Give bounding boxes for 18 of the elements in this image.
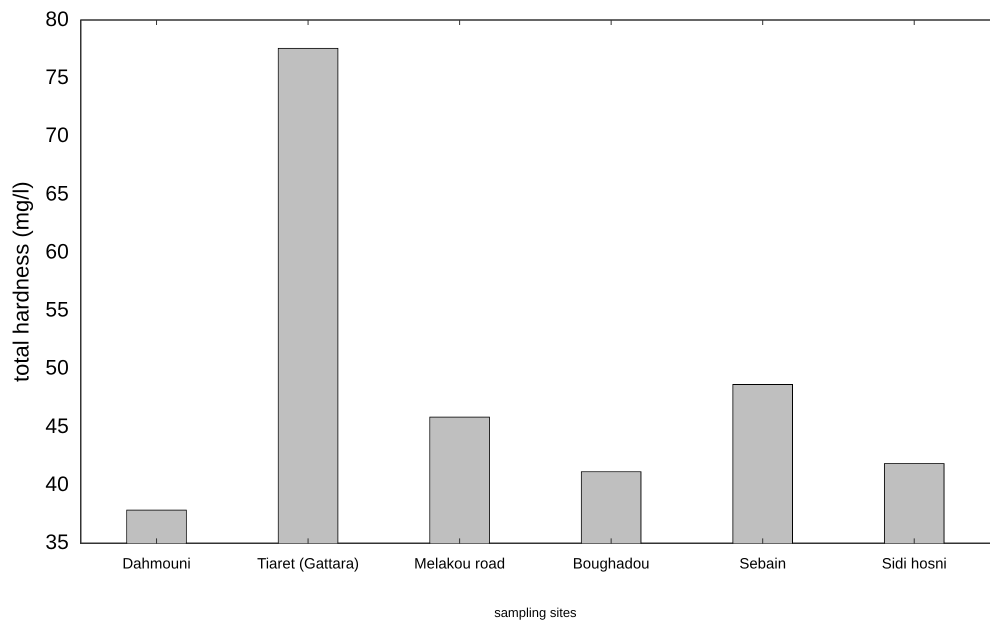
y-tick-label: 50: [45, 356, 69, 380]
y-tick-label: 55: [45, 298, 69, 322]
x-tick-label: Tiaret (Gattara): [257, 556, 360, 573]
x-tick-label: Sebain: [739, 556, 786, 573]
y-tick-label: 65: [45, 182, 69, 206]
y-tick-label: 35: [45, 531, 69, 554]
y-tick-label: 75: [45, 66, 69, 89]
y-tick-label: 45: [45, 414, 69, 438]
x-tick-label: Sidi hosni: [882, 556, 947, 573]
y-tick-label: 40: [45, 473, 69, 496]
y-tick-label: 60: [45, 240, 69, 264]
y-tick-label: 80: [45, 8, 69, 31]
y-axis-title: total hardness (mg/l): [8, 181, 34, 382]
y-tick-label: 70: [45, 124, 69, 148]
x-tick-label: Dahmouni: [122, 556, 191, 573]
x-axis-title: sampling sites: [494, 604, 578, 620]
x-tick-label: Boughadou: [572, 556, 650, 573]
x-tick-label: Melakou road: [414, 556, 506, 573]
